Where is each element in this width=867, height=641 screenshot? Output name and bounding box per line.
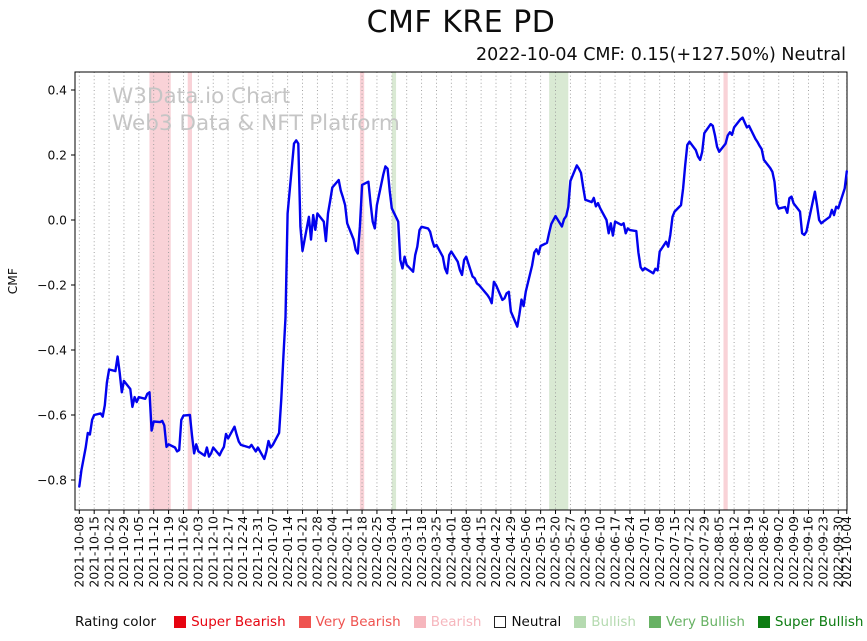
x-tick-label: 2022-06-10 (593, 516, 607, 587)
x-tick-label: 2021-11-12 (147, 516, 161, 587)
x-tick-label: 2021-12-17 (221, 516, 235, 587)
legend-item-very-bullish: Very Bullish (648, 614, 745, 630)
y-tick-label: 0.0 (47, 213, 67, 227)
axes-frame (74, 71, 848, 511)
x-tick-label: 2022-09-23 (817, 516, 831, 587)
x-tick-label: 2022-10-04 (840, 516, 854, 588)
x-tick-label: 2022-04-22 (489, 516, 503, 587)
x-tick-label: 2022-04-01 (445, 516, 459, 587)
x-tick-label: 2022-05-13 (534, 516, 548, 587)
rating-band-bearish (723, 72, 728, 510)
x-tick-label: 2022-06-03 (578, 516, 592, 587)
legend-item-bearish: Bearish (413, 614, 482, 630)
x-tick-label: 2022-08-12 (727, 516, 741, 587)
rating-band-bullish (549, 72, 569, 510)
y-tick-label: −0.4 (37, 343, 67, 357)
x-tick-label: 2022-02-04 (325, 516, 339, 588)
x-tick-label: 2022-09-30 (831, 516, 845, 587)
x-tick-label: 2022-09-16 (802, 516, 816, 588)
x-tick-label: 2021-10-08 (73, 516, 87, 587)
legend-swatch (174, 616, 187, 628)
y-tick-label: −0.2 (37, 278, 67, 292)
page-title: CMF KRE PD (366, 5, 556, 40)
x-tick-label: 2022-09-09 (787, 516, 801, 587)
x-tick-label: 2022-08-19 (742, 516, 756, 587)
x-tick-label: 2021-10-15 (87, 516, 101, 587)
x-tick-label: 2022-03-04 (385, 516, 399, 588)
legend-label: Very Bearish (315, 614, 401, 630)
x-tick-label: 2022-02-25 (370, 516, 384, 587)
chart-subtitle: 2022-10-04 CMF: 0.15(+127.50%) Neutral (475, 45, 846, 65)
x-tick-label: 2022-03-18 (415, 516, 429, 587)
x-tick-label: 2022-04-29 (504, 516, 518, 587)
rating-legend: Rating color Super Bearish Very Bearish Be… (75, 614, 863, 630)
x-tick-label: 2022-07-15 (668, 516, 682, 587)
legend-swatch (413, 616, 426, 628)
x-tick-label: 2022-09-02 (772, 516, 786, 587)
legend-item-very-bearish: Very Bearish (298, 614, 401, 630)
cmf-series-line (78, 116, 848, 488)
x-tick-label: 2022-08-26 (757, 516, 771, 588)
legend-item-bullish: Bullish (574, 614, 636, 630)
x-tick-label: 2022-01-14 (281, 516, 295, 588)
rating-band-bearish (359, 72, 365, 510)
y-tick-label: 0.4 (47, 83, 67, 97)
legend-title: Rating color (75, 614, 157, 630)
legend-swatch (298, 616, 311, 628)
x-tick-label: 2021-12-24 (236, 516, 250, 588)
x-tick-label: 2022-05-06 (519, 516, 533, 588)
x-tick-label: 2022-01-21 (296, 516, 310, 587)
legend-label: Bullish (591, 614, 636, 630)
watermark-line: W3Data.io Chart (112, 84, 290, 109)
x-tick-label: 2022-06-24 (623, 516, 637, 588)
x-tick-label: 2021-12-03 (192, 516, 206, 587)
x-tick-label: 2022-01-28 (311, 516, 325, 587)
x-tick-label: 2022-07-29 (698, 516, 712, 587)
legend-label: Bearish (430, 614, 482, 630)
legend-item-neutral: Neutral (494, 614, 561, 630)
rating-band-bearish (149, 72, 171, 510)
legend-label: Neutral (511, 614, 562, 630)
x-tick-label: 2022-04-08 (459, 516, 473, 587)
legend-label: Super Bullish (774, 614, 864, 630)
x-tick-label: 2022-05-27 (564, 516, 578, 587)
x-tick-label: 2022-04-15 (474, 516, 488, 587)
x-tick-label: 2021-10-22 (102, 516, 116, 587)
rating-band-bearish (187, 72, 192, 510)
x-tick-label: 2022-01-07 (266, 516, 280, 587)
x-tick-label: 2021-12-10 (206, 516, 220, 587)
y-tick-label: −0.6 (37, 408, 67, 422)
legend-swatch (494, 616, 507, 628)
x-tick-label: 2022-03-11 (400, 516, 414, 587)
x-tick-label: 2022-03-25 (430, 516, 444, 587)
x-tick-label: 2022-07-01 (638, 516, 652, 587)
x-tick-label: 2022-02-18 (355, 516, 369, 587)
x-tick-label: 2022-05-20 (549, 516, 563, 587)
cmf-line-chart-svg: 2021-10-08 2021-10-15 2021-10-22 2021-10-29… (37, 71, 854, 588)
x-tick-label: 2021-11-05 (132, 516, 146, 587)
x-tick-label: 2021-11-19 (162, 516, 176, 587)
x-tick-label: 2021-12-31 (251, 516, 265, 587)
x-tick-label: 2022-02-11 (340, 516, 354, 587)
x-tick-label: 2022-07-08 (653, 516, 667, 587)
x-tick-label: 2022-07-22 (683, 516, 697, 587)
x-tick-label: 2022-06-17 (608, 516, 622, 587)
x-tick-label: 2022-08-05 (712, 516, 726, 587)
legend-swatch (648, 616, 661, 628)
y-tick-label: 0.2 (47, 148, 67, 162)
legend-item-super-bullish: Super Bullish (757, 614, 864, 630)
legend-swatch (757, 616, 770, 628)
legend-label: Very Bullish (665, 614, 745, 630)
watermark-line: Web3 Data & NFT Platform (112, 111, 400, 136)
legend-item-super-bearish: Super Bearish (174, 614, 286, 630)
rating-band-bullish (391, 72, 397, 510)
x-tick-label: 2021-11-26 (177, 516, 191, 588)
legend-label: Super Bearish (191, 614, 286, 630)
x-tick-label: 2021-10-29 (117, 516, 131, 587)
legend-swatch (574, 616, 587, 628)
y-tick-label: −0.8 (37, 473, 67, 487)
